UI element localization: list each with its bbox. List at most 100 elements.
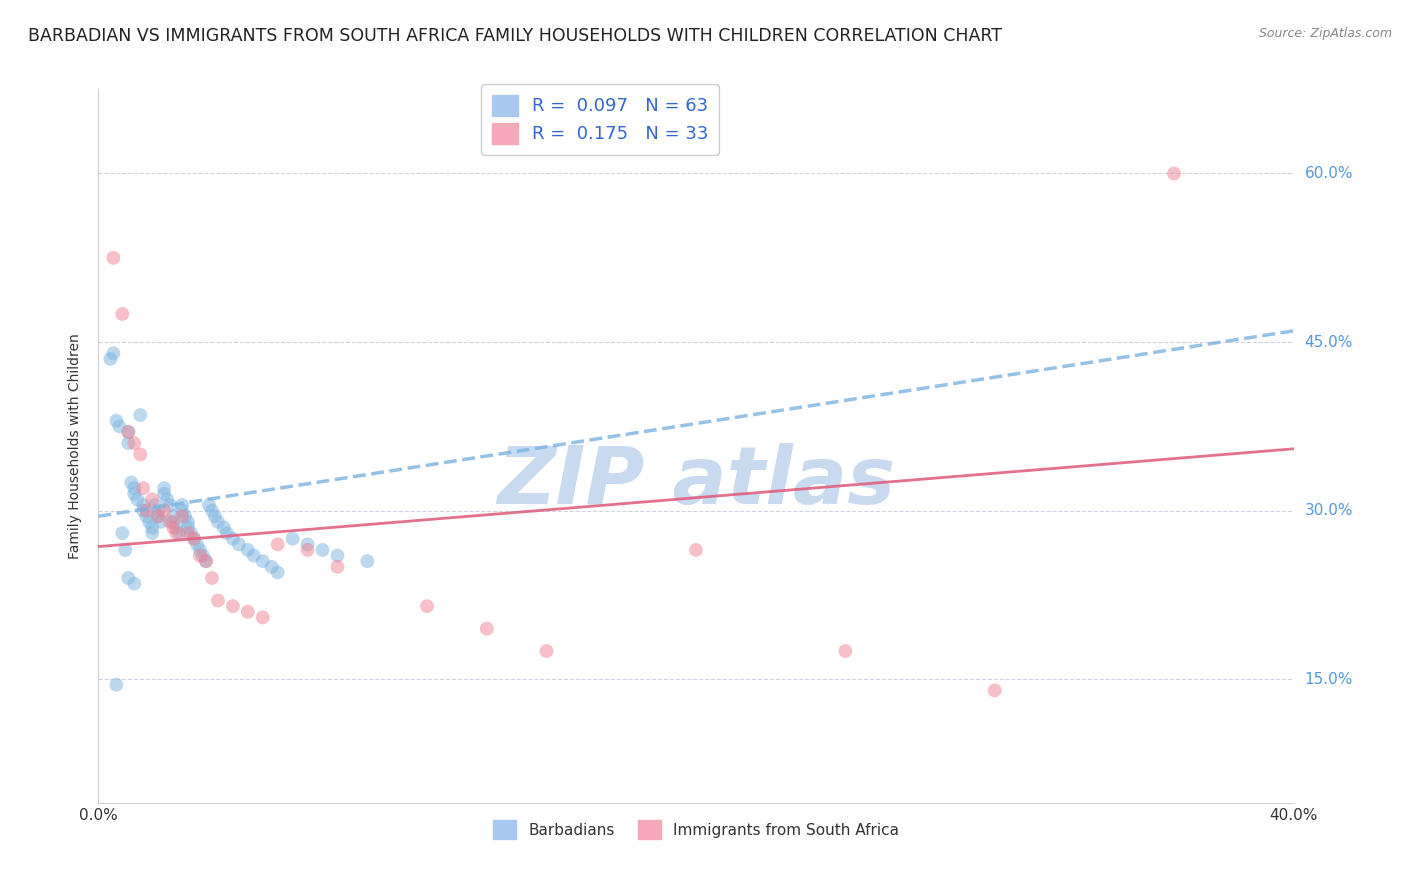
Point bbox=[243, 549, 266, 563]
Point bbox=[165, 520, 187, 534]
Point bbox=[195, 554, 218, 568]
Point bbox=[228, 537, 250, 551]
Point bbox=[172, 509, 194, 524]
Point bbox=[98, 351, 122, 366]
Point bbox=[162, 509, 184, 524]
Point bbox=[124, 576, 146, 591]
Point bbox=[117, 436, 139, 450]
Point bbox=[267, 537, 290, 551]
Text: 60.0%: 60.0% bbox=[1305, 166, 1353, 181]
Text: 15.0%: 15.0% bbox=[1305, 672, 1353, 687]
Point bbox=[143, 498, 166, 512]
Point bbox=[215, 526, 238, 541]
Point bbox=[153, 487, 176, 501]
Point bbox=[222, 532, 245, 546]
Text: 30.0%: 30.0% bbox=[1305, 503, 1353, 518]
Point bbox=[141, 526, 163, 541]
Point bbox=[188, 543, 211, 558]
Point bbox=[141, 492, 163, 507]
Point bbox=[132, 481, 155, 495]
Point bbox=[356, 554, 378, 568]
Point bbox=[172, 503, 194, 517]
Point bbox=[475, 622, 498, 636]
Point bbox=[129, 447, 152, 461]
Point bbox=[186, 537, 208, 551]
Point bbox=[172, 498, 194, 512]
Point bbox=[148, 503, 170, 517]
Point bbox=[129, 408, 152, 422]
Point bbox=[297, 543, 319, 558]
Point bbox=[236, 605, 259, 619]
Point bbox=[162, 515, 184, 529]
Point bbox=[124, 487, 146, 501]
Point bbox=[177, 526, 200, 541]
Point bbox=[127, 492, 149, 507]
Point bbox=[326, 559, 349, 574]
Point bbox=[174, 509, 197, 524]
Point bbox=[167, 526, 190, 541]
Point bbox=[267, 566, 290, 580]
Point bbox=[105, 678, 128, 692]
Point bbox=[281, 532, 304, 546]
Point bbox=[141, 520, 163, 534]
Point bbox=[222, 599, 245, 614]
Point bbox=[103, 251, 125, 265]
Text: 45.0%: 45.0% bbox=[1305, 334, 1353, 350]
Point bbox=[108, 419, 131, 434]
Point bbox=[124, 436, 146, 450]
Point bbox=[153, 481, 176, 495]
Point bbox=[138, 515, 160, 529]
Point bbox=[114, 543, 136, 558]
Point bbox=[207, 515, 229, 529]
Point bbox=[252, 554, 274, 568]
Point bbox=[165, 526, 187, 541]
Point bbox=[105, 414, 128, 428]
Point bbox=[1163, 166, 1185, 180]
Point bbox=[204, 509, 226, 524]
Point bbox=[201, 503, 224, 517]
Point bbox=[201, 571, 224, 585]
Legend: Barbadians, Immigrants from South Africa: Barbadians, Immigrants from South Africa bbox=[486, 814, 905, 845]
Point bbox=[135, 503, 157, 517]
Point bbox=[117, 425, 139, 439]
Point bbox=[207, 593, 229, 607]
Point bbox=[180, 526, 202, 541]
Point bbox=[236, 543, 259, 558]
Point bbox=[416, 599, 439, 614]
Point bbox=[252, 610, 274, 624]
Point bbox=[156, 492, 179, 507]
Point bbox=[117, 571, 139, 585]
Point bbox=[177, 515, 200, 529]
Point bbox=[153, 503, 176, 517]
Point bbox=[120, 475, 142, 490]
Point bbox=[132, 503, 155, 517]
Point bbox=[162, 520, 184, 534]
Point bbox=[111, 307, 134, 321]
Point bbox=[177, 520, 200, 534]
Point bbox=[132, 498, 155, 512]
Y-axis label: Family Households with Children: Family Households with Children bbox=[69, 333, 83, 559]
Point bbox=[148, 509, 170, 524]
Point bbox=[326, 549, 349, 563]
Point bbox=[984, 683, 1007, 698]
Point bbox=[159, 498, 181, 512]
Point bbox=[685, 543, 707, 558]
Point bbox=[124, 481, 146, 495]
Point bbox=[536, 644, 558, 658]
Point bbox=[195, 554, 218, 568]
Point bbox=[111, 526, 134, 541]
Point bbox=[148, 509, 170, 524]
Point bbox=[834, 644, 856, 658]
Point bbox=[159, 515, 181, 529]
Text: BARBADIAN VS IMMIGRANTS FROM SOUTH AFRICA FAMILY HOUSEHOLDS WITH CHILDREN CORREL: BARBADIAN VS IMMIGRANTS FROM SOUTH AFRIC… bbox=[28, 27, 1002, 45]
Text: Source: ZipAtlas.com: Source: ZipAtlas.com bbox=[1258, 27, 1392, 40]
Point bbox=[183, 532, 205, 546]
Point bbox=[260, 559, 283, 574]
Point bbox=[150, 515, 173, 529]
Point bbox=[188, 549, 211, 563]
Point bbox=[297, 537, 319, 551]
Point bbox=[311, 543, 333, 558]
Point bbox=[183, 532, 205, 546]
Point bbox=[198, 498, 221, 512]
Text: ZIP atlas: ZIP atlas bbox=[496, 442, 896, 521]
